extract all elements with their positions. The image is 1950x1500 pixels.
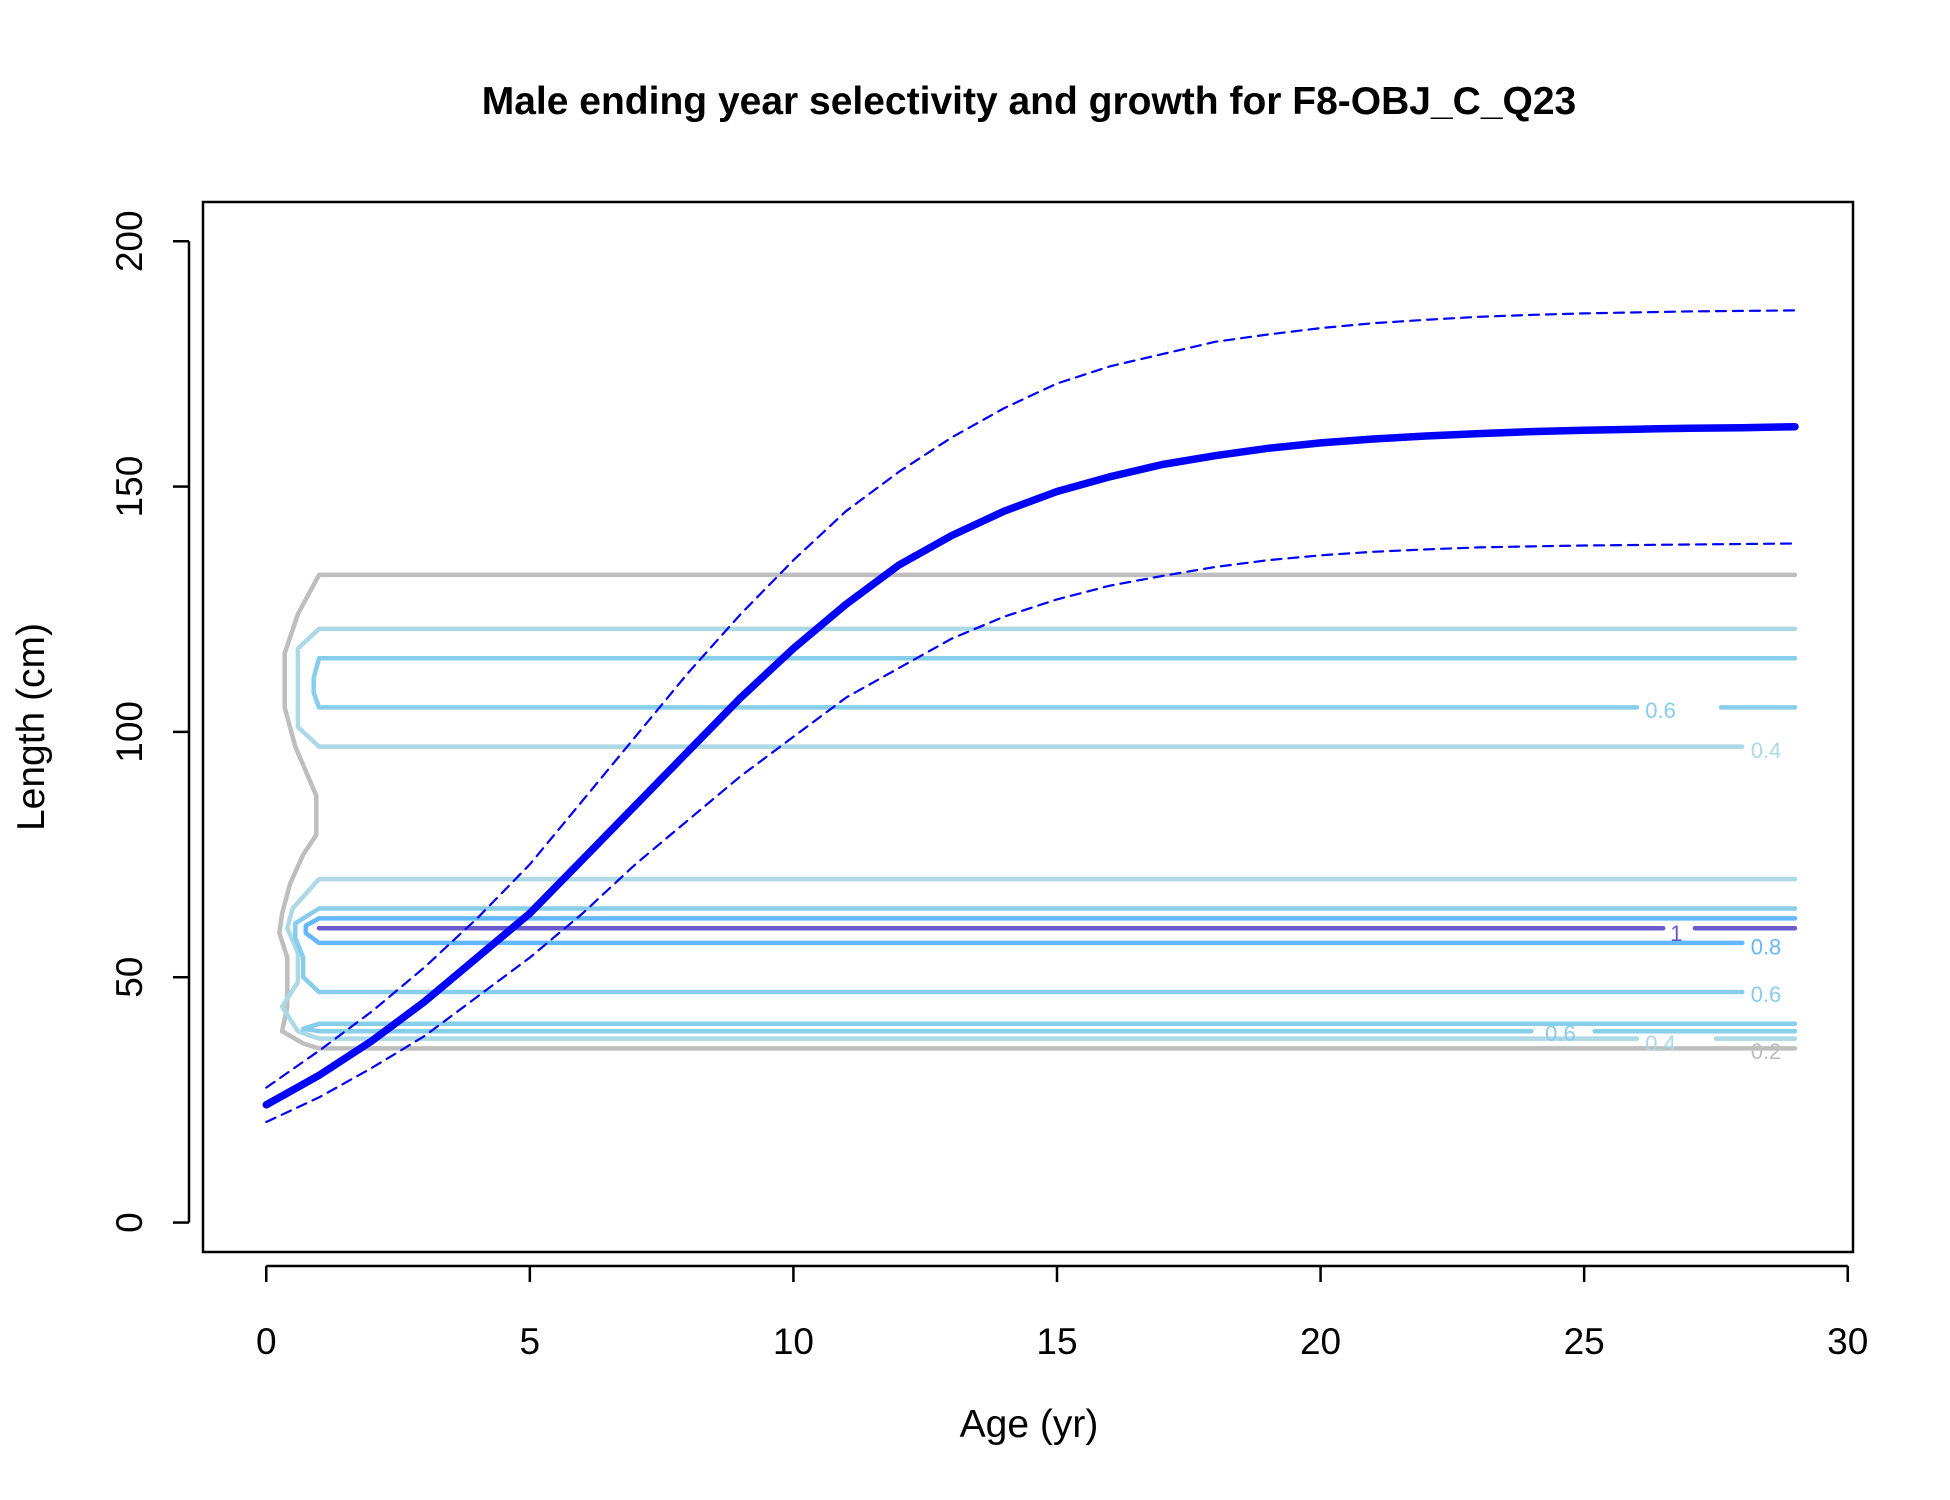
contour-labels: 0.6 0.4 1 0.8 0.6 0.6 0.4 0.2 [1545, 698, 1781, 1064]
contour-label-1: 0.4 [1751, 738, 1782, 763]
contour-label-6: 0.4 [1645, 1031, 1676, 1056]
x-tick-label-25: 25 [1564, 1321, 1605, 1362]
y-axis-label: Length (cm) [10, 623, 53, 831]
y-tick-label-150: 150 [109, 456, 150, 518]
contour-label-3: 0.8 [1751, 934, 1782, 959]
x-tick-label-10: 10 [773, 1321, 814, 1362]
contour-label-4: 0.6 [1751, 982, 1782, 1007]
x-tick-label-5: 5 [520, 1321, 541, 1362]
contour-line-0_4-4 [279, 876, 1798, 1041]
selectivity-contours [277, 572, 1798, 1051]
y-tick-label-0: 0 [109, 1212, 150, 1233]
plot-frame [201, 200, 1855, 1254]
x-axis: 0 5 10 15 20 25 30 [256, 1264, 1868, 1362]
contour-line-0_6-6 [293, 906, 1798, 995]
x-tick-label-20: 20 [1300, 1321, 1341, 1362]
y-axis: 0 50 100 150 200 [109, 210, 191, 1233]
contour-line-0_6-7 [300, 1021, 1798, 1034]
growth-curves [262, 309, 1799, 1124]
contour-label-5: 0.6 [1545, 1021, 1576, 1046]
y-tick-label-200: 200 [109, 210, 150, 272]
x-tick-label-0: 0 [256, 1321, 277, 1362]
contour-line-0_2-0 [277, 572, 1798, 1051]
contour-line-0_8-9 [303, 916, 1798, 946]
y-tick-label-100: 100 [109, 701, 150, 763]
contour-line-0_4-1 [295, 626, 1798, 749]
contour-label-7: 0.2 [1751, 1039, 1782, 1064]
x-axis-label: Age (yr) [960, 1403, 1099, 1446]
y-tick-label-50: 50 [109, 957, 150, 998]
contour-label-0: 0.6 [1645, 698, 1676, 723]
contour-label-2: 1 [1670, 921, 1682, 946]
contour-line-0_6-2 [311, 656, 1798, 710]
chart-title: Male ending year selectivity and growth … [482, 80, 1576, 123]
growth-lower-bound-line [265, 542, 1797, 1124]
growth-upper-bound-line [265, 309, 1797, 1089]
x-tick-label-15: 15 [1036, 1321, 1077, 1362]
x-tick-label-30: 30 [1827, 1321, 1868, 1362]
growth-mean-line [262, 422, 1799, 1109]
